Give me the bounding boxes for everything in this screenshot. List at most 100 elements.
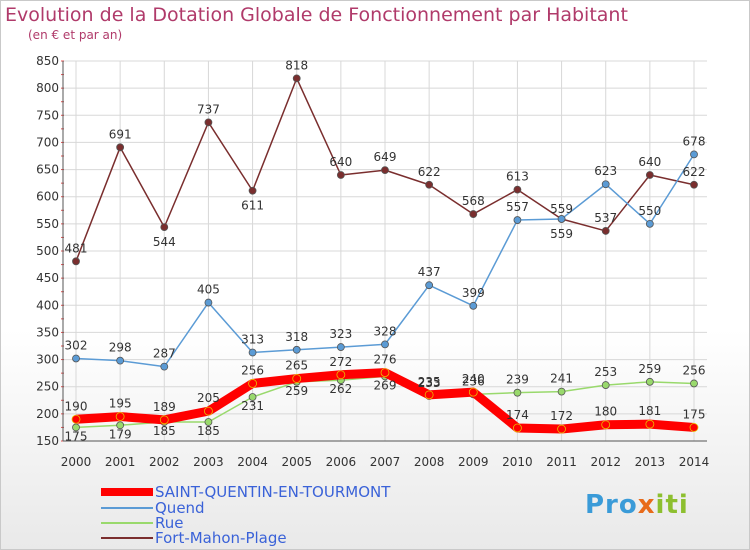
data-point [336,343,345,351]
data-label: 559 [550,202,573,216]
data-point [557,424,566,434]
legend-label: Rue [155,514,184,532]
legend-label: SAINT-QUENTIN-EN-TOURMONT [155,483,391,501]
data-label: 623 [594,164,617,178]
data-label: 190 [65,399,88,413]
data-point [160,362,169,371]
data-point [292,345,301,354]
data-label: 236 [462,374,485,388]
data-point [248,393,257,401]
data-point [601,180,610,189]
data-label: 195 [109,397,132,411]
data-label: 185 [197,424,220,438]
data-point [424,390,434,400]
logo-part-3: iti [655,490,689,520]
x-tick-label: 2012 [590,455,621,469]
data-point [292,74,301,83]
data-point [72,257,80,266]
data-point [116,143,125,152]
data-label: 205 [197,391,220,405]
legend-label: Quend [155,499,205,517]
data-label: 179 [109,427,132,441]
data-label: 818 [285,58,308,72]
data-label: 276 [374,353,397,367]
proxiti-logo: Proxiti [585,490,689,520]
data-label: 189 [153,400,176,414]
data-label: 259 [285,384,308,398]
legend-swatch [101,522,153,524]
data-label: 481 [65,241,88,255]
data-point [204,418,213,426]
data-point [116,356,125,365]
data-point [204,118,213,127]
data-point [380,368,390,378]
data-point [159,415,169,425]
data-label: 640 [329,155,352,169]
data-point [557,387,566,396]
data-point [381,340,389,349]
data-point [292,374,302,383]
x-tick-label: 2003 [193,455,224,469]
data-label: 328 [374,324,397,338]
data-label: 557 [506,200,529,214]
chart-subtitle: (en € et par an) [28,28,123,42]
data-point [160,223,169,232]
data-label: 287 [153,347,176,361]
data-label: 318 [285,330,308,344]
legend-swatch [101,537,153,539]
data-point [690,180,698,189]
y-tick-label: 400 [36,298,59,312]
data-point [72,354,80,363]
data-label: 256 [241,363,264,377]
data-point [645,419,655,429]
data-point [204,406,213,416]
x-tick-label: 2009 [458,455,489,469]
x-tick-label: 2010 [502,455,533,469]
data-label: 180 [594,405,617,419]
data-point [513,423,522,433]
data-label: 405 [197,283,220,297]
data-label: 678 [683,134,706,148]
data-label: 172 [550,409,573,423]
data-point [469,210,478,218]
data-label: 175 [65,429,88,443]
data-point [689,423,699,432]
y-tick-label: 450 [36,271,59,285]
data-point [336,370,346,380]
y-tick-label: 550 [36,217,59,231]
logo-part-1: Pro [585,490,638,520]
x-tick-label: 2000 [61,455,92,469]
data-label: 235 [418,375,441,389]
data-label: 649 [374,150,397,164]
data-point [468,387,478,397]
x-tick-label: 2013 [635,455,666,469]
data-label: 272 [329,355,352,369]
data-point [425,180,434,189]
data-point [645,377,654,386]
data-label: 175 [683,407,706,421]
data-label: 259 [638,362,661,376]
legend-label: Fort-Mahon-Plage [155,529,287,547]
data-label: 568 [462,194,485,208]
x-tick-label: 2014 [679,455,710,469]
data-point [381,166,389,175]
x-tick-label: 2002 [149,455,180,469]
data-label: 181 [638,404,661,418]
data-label: 550 [638,204,661,218]
data-label: 253 [594,365,617,379]
data-point [690,150,698,159]
x-tick-label: 2004 [237,455,268,469]
data-point [425,281,434,290]
data-point [557,215,566,223]
y-tick-label: 150 [36,434,59,448]
x-tick-label: 2005 [281,455,312,469]
data-label: 256 [683,363,706,377]
y-tick-label: 800 [36,81,59,95]
data-point [601,420,611,430]
data-point [336,171,345,179]
data-point [71,414,81,424]
y-tick-label: 200 [36,407,59,421]
data-label: 185 [153,424,176,438]
